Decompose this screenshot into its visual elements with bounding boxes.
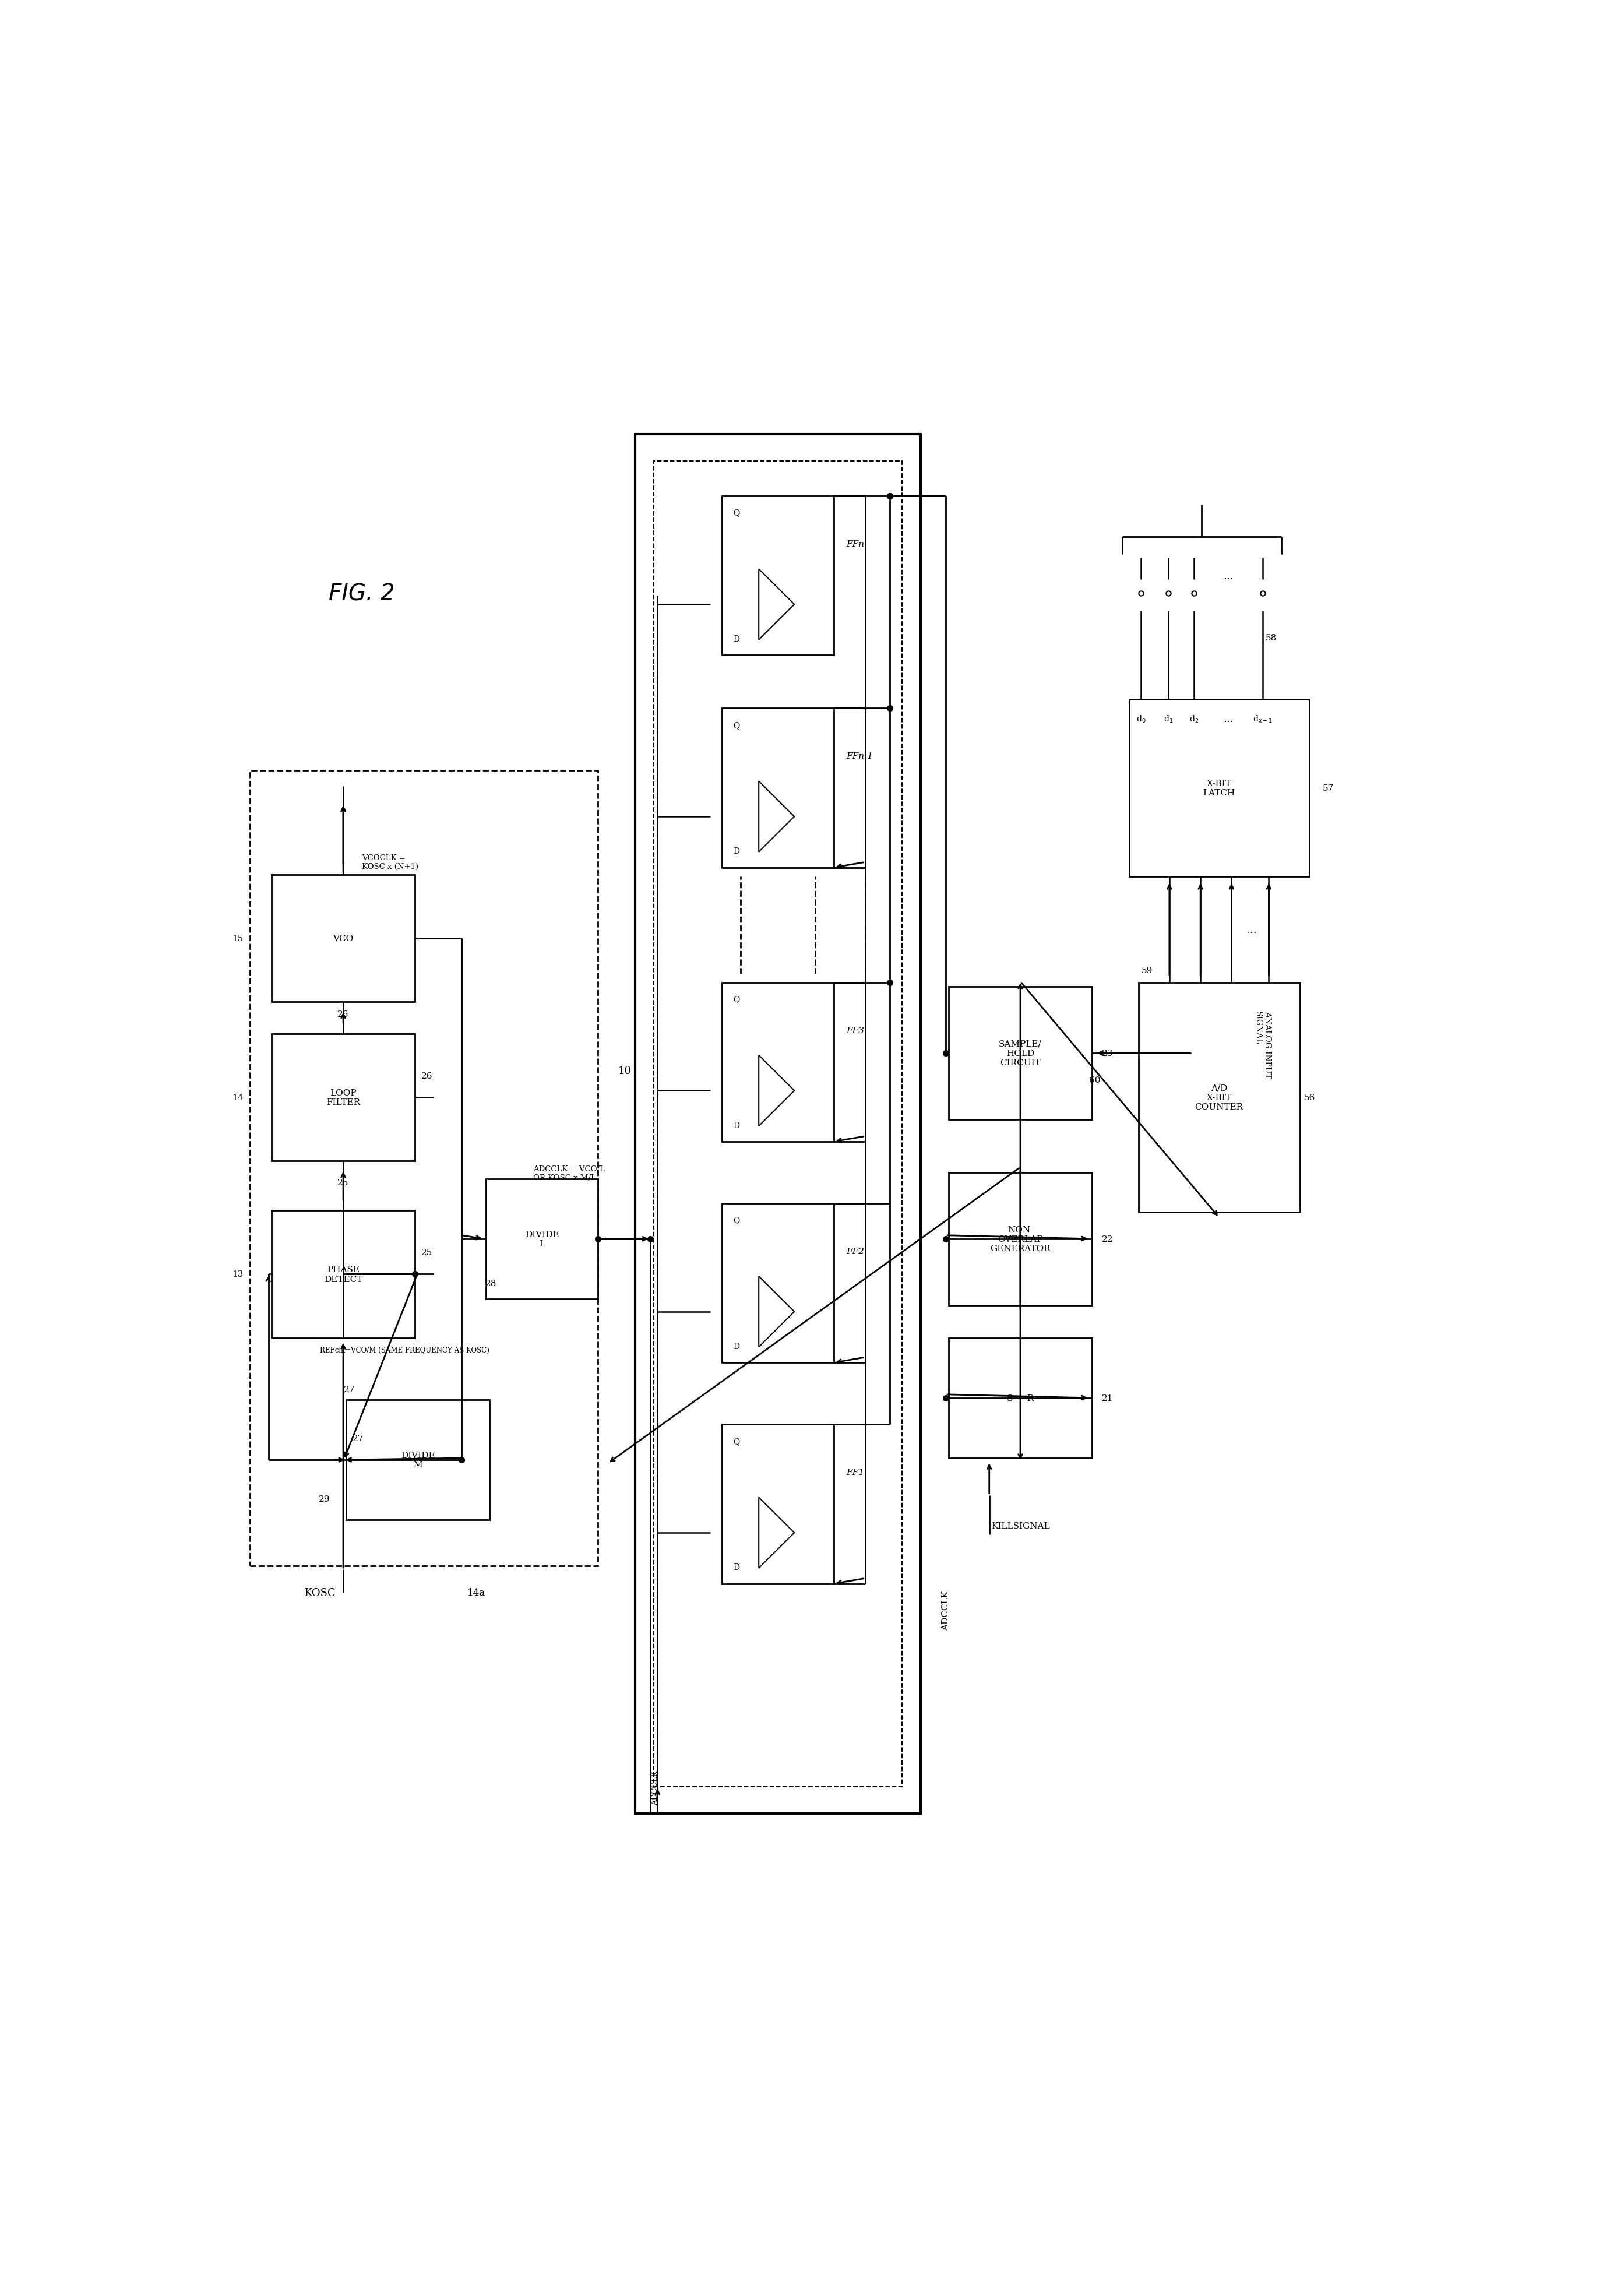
Text: 27: 27 [343, 1384, 356, 1394]
Bar [949, 1339, 1092, 1458]
Text: Q: Q [733, 510, 741, 517]
Text: ...: ... [1246, 925, 1257, 934]
Text: D: D [733, 1120, 739, 1130]
Text: 14: 14 [232, 1093, 244, 1102]
Bar [721, 1424, 834, 1584]
Text: d$_2$: d$_2$ [1189, 714, 1199, 723]
Text: D: D [733, 1343, 739, 1350]
Text: d$_{x-1}$: d$_{x-1}$ [1252, 714, 1273, 723]
Bar [346, 1401, 489, 1520]
Text: 29: 29 [319, 1495, 330, 1504]
Text: VCOCLK =
KOSC x (N+1): VCOCLK = KOSC x (N+1) [362, 854, 418, 870]
Text: ADCCLK: ADCCLK [941, 1591, 951, 1630]
Text: KOSC: KOSC [305, 1587, 335, 1598]
Text: PHASE
DETECT: PHASE DETECT [324, 1265, 362, 1283]
Text: 56: 56 [1305, 1093, 1316, 1102]
Bar [949, 987, 1092, 1120]
Text: A/D
X-BIT
COUNTER: A/D X-BIT COUNTER [1194, 1084, 1244, 1111]
Text: 13: 13 [232, 1270, 244, 1279]
Text: REFclk=VCO/M (SAME FREQUENCY AS KOSC): REFclk=VCO/M (SAME FREQUENCY AS KOSC) [319, 1348, 489, 1355]
Polygon shape [758, 781, 795, 852]
Bar [949, 1173, 1092, 1306]
Text: FF3: FF3 [846, 1026, 864, 1035]
Text: D: D [733, 636, 739, 643]
Bar [273, 1033, 415, 1162]
Bar [1129, 700, 1310, 877]
Text: 10: 10 [619, 1065, 632, 1077]
Bar [721, 496, 834, 657]
Text: 21: 21 [1101, 1394, 1112, 1403]
Polygon shape [758, 1056, 795, 1127]
Text: Q: Q [733, 1437, 741, 1444]
Text: SAMPLE/
HOLD
CIRCUIT: SAMPLE/ HOLD CIRCUIT [999, 1040, 1042, 1068]
Text: FFn: FFn [846, 540, 864, 549]
Text: d$_0$: d$_0$ [1137, 714, 1146, 723]
Bar [273, 875, 415, 1001]
Text: FF2: FF2 [846, 1247, 864, 1256]
Text: LOOP
FILTER: LOOP FILTER [327, 1088, 361, 1107]
Text: 25: 25 [422, 1249, 433, 1256]
Text: 14a: 14a [468, 1587, 486, 1598]
Text: Q: Q [733, 1217, 741, 1224]
Text: FFn-1: FFn-1 [846, 753, 874, 760]
Text: NON-
OVERLAP
GENERATOR: NON- OVERLAP GENERATOR [991, 1226, 1050, 1254]
Text: 58: 58 [1266, 634, 1278, 643]
Text: 22: 22 [1101, 1235, 1112, 1242]
Text: 23: 23 [1101, 1049, 1112, 1058]
Text: 28: 28 [486, 1279, 497, 1288]
Text: S     R: S R [1007, 1394, 1034, 1403]
Text: X-BIT
LATCH: X-BIT LATCH [1202, 778, 1236, 797]
Text: d$_1$: d$_1$ [1164, 714, 1173, 723]
Bar [721, 1203, 834, 1364]
Text: D: D [733, 847, 739, 856]
Bar [250, 771, 598, 1566]
Text: D: D [733, 1564, 739, 1570]
Text: ADCCLK = VCO/L
OR KOSC x M/L: ADCCLK = VCO/L OR KOSC x M/L [534, 1166, 604, 1182]
Text: 26: 26 [422, 1072, 433, 1079]
Text: ...: ... [1223, 714, 1234, 726]
Text: FIG. 2: FIG. 2 [329, 583, 394, 604]
Text: 60: 60 [1088, 1077, 1101, 1084]
Text: VCO: VCO [333, 934, 354, 944]
Bar [721, 983, 834, 1141]
Polygon shape [758, 569, 795, 641]
Bar [654, 461, 902, 1786]
Text: FF1: FF1 [846, 1469, 864, 1476]
Text: Q: Q [733, 994, 741, 1003]
Text: DIVIDE
L: DIVIDE L [524, 1231, 559, 1247]
Text: ANALOG INPUT
SIGNAL: ANALOG INPUT SIGNAL [1254, 1010, 1271, 1079]
Text: ...: ... [1223, 572, 1234, 581]
Text: 27: 27 [353, 1435, 364, 1442]
Text: ADCCLK: ADCCLK [651, 1770, 659, 1805]
Text: Q: Q [733, 721, 741, 730]
Text: KILLSIGNAL: KILLSIGNAL [991, 1522, 1050, 1529]
Bar [721, 709, 834, 868]
Text: 26: 26 [338, 1010, 349, 1019]
Text: 57: 57 [1322, 785, 1334, 792]
Polygon shape [758, 1277, 795, 1348]
Bar [635, 434, 920, 1814]
Text: DIVIDE
M: DIVIDE M [401, 1451, 434, 1469]
Text: 25: 25 [338, 1178, 349, 1187]
Text: 59: 59 [1141, 967, 1153, 974]
Text: 15: 15 [232, 934, 244, 944]
Polygon shape [758, 1497, 795, 1568]
Bar [273, 1210, 415, 1339]
Bar [1138, 983, 1300, 1212]
Bar [486, 1178, 598, 1300]
